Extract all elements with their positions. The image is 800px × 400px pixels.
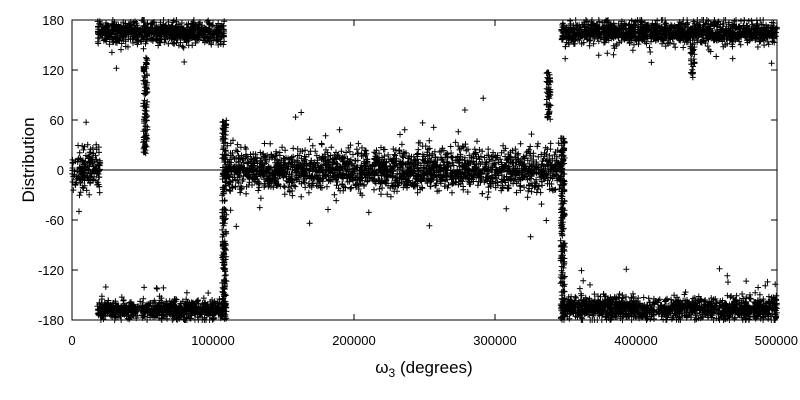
x-tick-label: 100000 (191, 333, 234, 348)
y-axis-label: Distribution (19, 117, 38, 202)
y-tick-label: 0 (57, 163, 64, 178)
x-axis-label-sub: 3 (389, 366, 396, 380)
y-tick-label: 120 (42, 63, 64, 78)
y-tick-label: 60 (50, 113, 64, 128)
x-tick-label: 300000 (473, 333, 516, 348)
y-tick-label: -60 (45, 213, 64, 228)
x-tick-label: 500000 (755, 333, 798, 348)
x-tick-label: 0 (68, 333, 75, 348)
y-tick-label: -120 (38, 263, 64, 278)
x-axis: 0 100000 200000 300000 400000 500000 (68, 20, 798, 348)
x-axis-label-rest: (degrees) (395, 358, 472, 377)
y-axis: -180 -120 -60 0 60 120 180 (38, 13, 777, 328)
y-tick-label: 180 (42, 13, 64, 28)
plot-marks (69, 17, 780, 323)
x-axis-label: ω3 (degrees) (375, 358, 472, 380)
y-tick-label: -180 (38, 313, 64, 328)
scatter-points (69, 17, 780, 323)
x-tick-label: 200000 (332, 333, 375, 348)
x-axis-label-main: ω (375, 358, 388, 377)
x-tick-label: 400000 (614, 333, 657, 348)
